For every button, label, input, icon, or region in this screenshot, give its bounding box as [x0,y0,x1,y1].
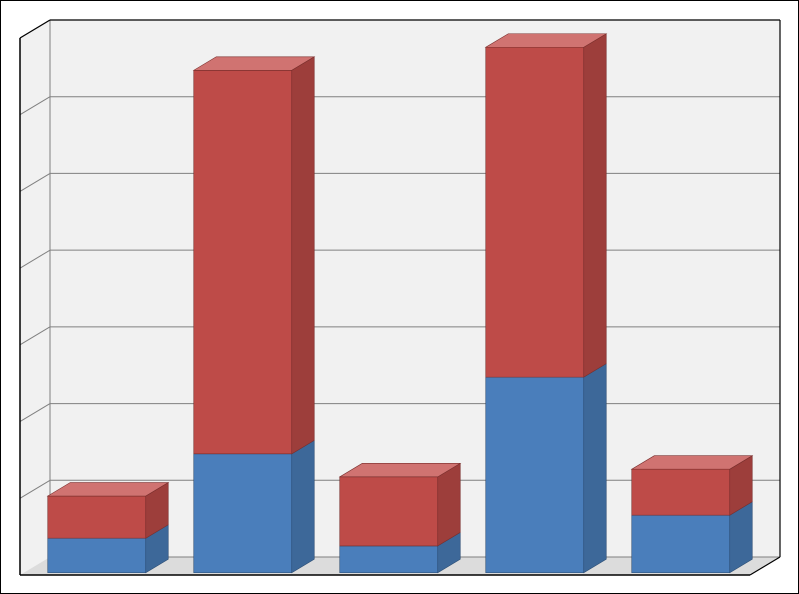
stacked-3d-bar-chart [0,0,799,594]
